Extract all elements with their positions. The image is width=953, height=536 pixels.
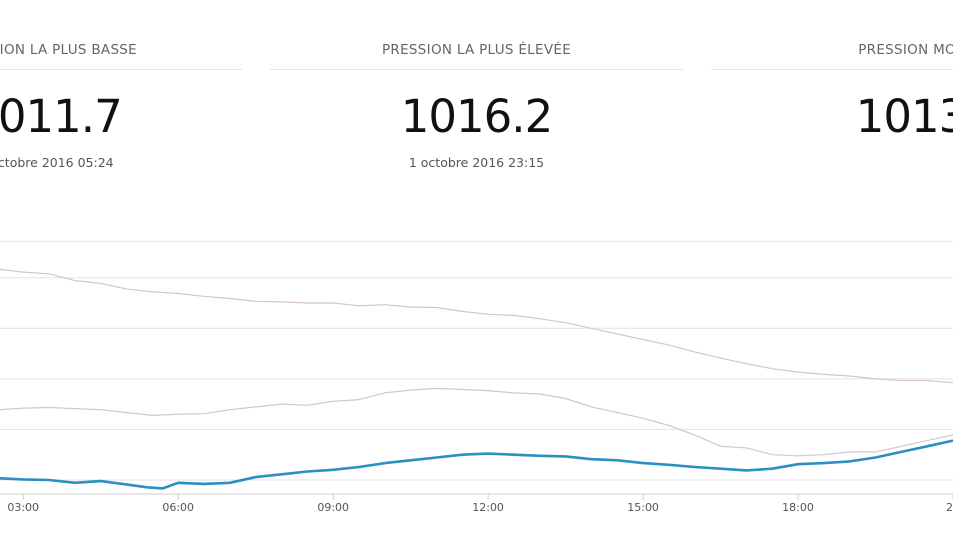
pressure-line-chart: 03:00 06:00 09:00 12:00 15:00 18:00 21 bbox=[0, 240, 953, 514]
stat-lowest-divider bbox=[0, 69, 242, 70]
series-line-2 bbox=[0, 387, 953, 457]
series-line-1 bbox=[0, 268, 953, 384]
x-tick-label: 06:00 bbox=[162, 501, 194, 514]
x-tick-label: 12:00 bbox=[472, 501, 504, 514]
stat-highest-value: 1016.2 bbox=[400, 90, 553, 143]
x-tick-label: 18:00 bbox=[782, 501, 814, 514]
chart-gridlines bbox=[0, 240, 953, 495]
stat-lowest-title: PRESSION LA PLUS BASSE bbox=[0, 42, 138, 58]
x-tick-label: 09:00 bbox=[317, 501, 349, 514]
stat-highest-title: PRESSION LA PLUS ÉLEVÉE bbox=[381, 42, 572, 58]
stat-highest-date: 1 octobre 2016 23:15 bbox=[408, 155, 545, 170]
stat-highest-pressure: PRESSION LA PLUS ÉLEVÉE 1016.2 1 octobre… bbox=[270, 0, 683, 190]
stat-lowest-value: 1011.7 bbox=[0, 90, 123, 143]
stat-average-title: PRESSION MOY bbox=[858, 42, 953, 58]
stat-average-divider bbox=[711, 69, 953, 70]
x-tick-label: 15:00 bbox=[627, 501, 659, 514]
chart-series-lines bbox=[0, 268, 953, 490]
chart-x-axis: 03:00 06:00 09:00 12:00 15:00 18:00 21 bbox=[7, 494, 953, 514]
stat-highest-divider bbox=[270, 69, 683, 70]
x-tick-label: 21 bbox=[946, 501, 953, 514]
stat-lowest-date: 1 octobre 2016 05:24 bbox=[0, 155, 114, 170]
stat-lowest-pressure: PRESSION LA PLUS BASSE 1011.7 1 octobre … bbox=[0, 0, 242, 190]
x-tick-label: 03:00 bbox=[7, 501, 39, 514]
stat-average-value: 1013 bbox=[855, 90, 953, 143]
series-line-3 bbox=[0, 439, 953, 490]
stat-average-pressure: PRESSION MOY 1013 bbox=[711, 0, 953, 190]
